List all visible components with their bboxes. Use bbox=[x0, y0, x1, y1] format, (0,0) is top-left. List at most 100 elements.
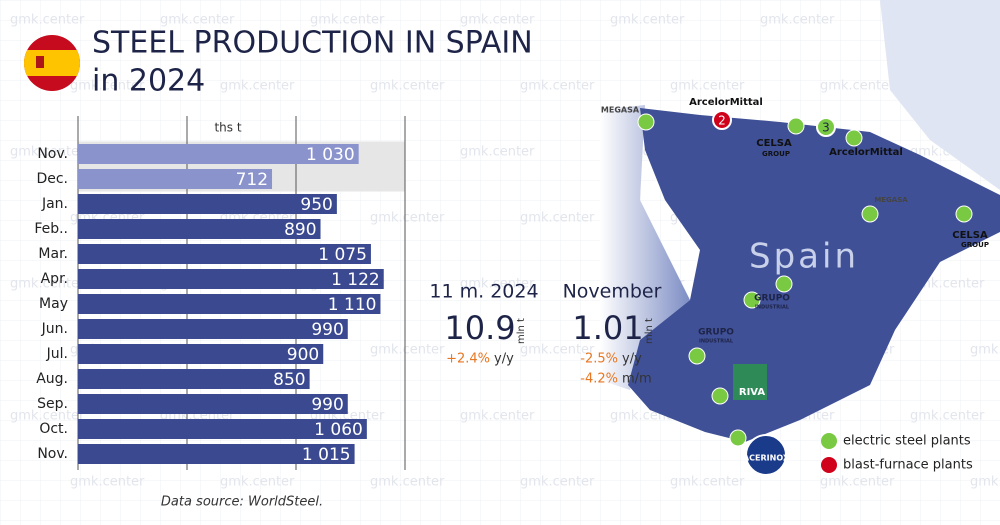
category-label: Jun. bbox=[41, 321, 68, 337]
logo-text: ArcelorMittal bbox=[829, 147, 903, 158]
logo-text: GRUPO bbox=[698, 328, 734, 338]
category-label: Oct. bbox=[39, 421, 68, 437]
value-label: 1 015 bbox=[302, 445, 351, 465]
stat-heading: 11 m. 2024 bbox=[429, 281, 538, 303]
watermark: gmk.center bbox=[10, 145, 85, 160]
logo-text: CELSA bbox=[756, 138, 792, 149]
watermark: gmk.center bbox=[370, 475, 445, 490]
logo-text: MEGASA bbox=[601, 106, 640, 115]
category-label: Jul. bbox=[46, 346, 68, 362]
value-label: 850 bbox=[273, 370, 305, 390]
bar bbox=[78, 369, 310, 389]
logo-circle bbox=[745, 434, 787, 476]
legend-label: blast-furnace plants bbox=[843, 458, 973, 473]
bar bbox=[78, 319, 348, 339]
value-label: 900 bbox=[287, 345, 319, 365]
electric-plant bbox=[787, 117, 805, 135]
watermark: gmk.center bbox=[370, 211, 445, 226]
title: STEEL PRODUCTION IN SPAIN bbox=[92, 26, 533, 61]
marker-label: 3 bbox=[822, 121, 830, 135]
bar bbox=[78, 169, 273, 189]
watermark: gmk.center bbox=[460, 13, 535, 28]
stat-value: 1.01 bbox=[572, 309, 643, 347]
category-label: Nov. bbox=[37, 446, 68, 462]
logo-text: INDUSTRIAL bbox=[755, 305, 790, 311]
electric-plant bbox=[637, 113, 655, 131]
electric-plant bbox=[711, 387, 729, 405]
spain-map bbox=[628, 108, 1000, 442]
bar bbox=[78, 219, 321, 239]
category-label: Aug. bbox=[36, 371, 68, 387]
watermark: gmk.center bbox=[520, 475, 595, 490]
logo-text: RIVA bbox=[739, 387, 765, 398]
watermark: gmk.center bbox=[970, 475, 1000, 490]
stat-period: m/m bbox=[622, 372, 652, 387]
bar bbox=[78, 269, 384, 289]
axis-label: ths t bbox=[214, 121, 241, 135]
watermark: gmk.center bbox=[10, 409, 85, 424]
watermark: gmk.center bbox=[460, 145, 535, 160]
category-label: Jan. bbox=[41, 196, 68, 212]
bar bbox=[78, 419, 367, 439]
watermark: gmk.center bbox=[520, 79, 595, 94]
electric-plant bbox=[861, 205, 879, 223]
watermark: gmk.center bbox=[670, 79, 745, 94]
watermark: gmk.center bbox=[610, 13, 685, 28]
value-label: 712 bbox=[236, 170, 268, 190]
electric-plant bbox=[955, 205, 973, 223]
bar bbox=[78, 244, 371, 264]
watermark: gmk.center bbox=[910, 409, 985, 424]
country-label: Spain bbox=[749, 237, 859, 277]
watermark: gmk.center bbox=[820, 475, 895, 490]
category-label: Mar. bbox=[38, 246, 68, 262]
legend-marker bbox=[821, 433, 837, 449]
logo-text: MEGASA bbox=[874, 196, 908, 204]
watermark: gmk.center bbox=[10, 277, 85, 292]
logo-box bbox=[733, 364, 767, 400]
stat-change: +2.4% bbox=[446, 352, 490, 367]
electric-plant bbox=[688, 347, 706, 365]
value-label: 1 060 bbox=[314, 420, 363, 440]
logo-text: GROUP bbox=[762, 150, 790, 158]
legend-label: electric steel plants bbox=[843, 434, 971, 449]
electric-plant bbox=[816, 117, 836, 137]
watermark: gmk.center bbox=[460, 409, 535, 424]
value-label: 990 bbox=[311, 395, 343, 415]
watermark: gmk.center bbox=[310, 13, 385, 28]
logo-text: GROUP bbox=[961, 241, 989, 249]
legend-marker bbox=[821, 457, 837, 473]
stat-change: -2.5% bbox=[580, 352, 618, 367]
watermark: gmk.center bbox=[70, 475, 145, 490]
category-label: Apr. bbox=[41, 271, 68, 287]
stat-period: y/y bbox=[622, 352, 642, 367]
category-label: Feb.. bbox=[34, 221, 68, 237]
category-label: Nov. bbox=[37, 146, 68, 162]
logo-text: GRUPO bbox=[754, 294, 790, 304]
value-label: 990 bbox=[311, 320, 343, 340]
bar bbox=[78, 294, 381, 314]
value-label: 890 bbox=[284, 220, 316, 240]
value-label: 1 110 bbox=[328, 295, 377, 315]
watermark: gmk.center bbox=[370, 343, 445, 358]
logo-text: ACERINOX bbox=[743, 454, 790, 463]
value-label: 1 122 bbox=[331, 270, 380, 290]
marker-label: 2 bbox=[718, 114, 726, 128]
value-label: 950 bbox=[300, 195, 332, 215]
watermark: gmk.center bbox=[160, 13, 235, 28]
watermark: gmk.center bbox=[70, 79, 145, 94]
blast-furnace-plant bbox=[712, 110, 732, 130]
watermark: gmk.center bbox=[220, 475, 295, 490]
watermark: gmk.center bbox=[370, 79, 445, 94]
watermark: gmk.center bbox=[10, 13, 85, 28]
electric-plant bbox=[845, 129, 863, 147]
logo-text: INDUSTRIAL bbox=[699, 339, 734, 345]
stat-period: y/y bbox=[494, 352, 514, 367]
value-label: 1 030 bbox=[306, 145, 355, 165]
watermark: gmk.center bbox=[220, 79, 295, 94]
bar bbox=[78, 394, 348, 414]
electric-plant bbox=[743, 291, 761, 309]
watermark: gmk.center bbox=[910, 277, 985, 292]
bar bbox=[78, 194, 337, 214]
value-label: 1 075 bbox=[318, 245, 367, 265]
